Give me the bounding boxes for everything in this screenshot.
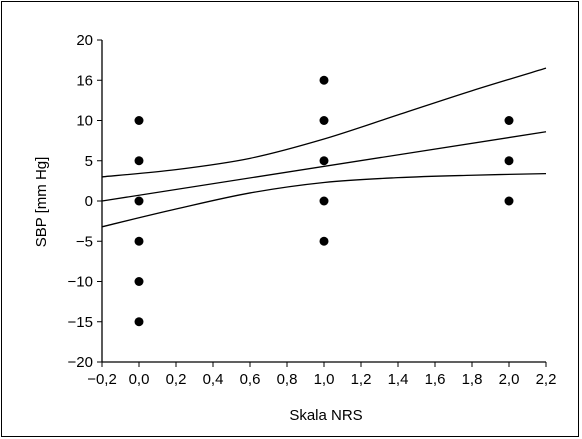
upper-ci-line bbox=[101, 67, 547, 178]
data-points bbox=[134, 75, 514, 327]
x-tick-label: 1,6 bbox=[425, 371, 446, 388]
regression-line bbox=[101, 131, 547, 202]
data-point bbox=[319, 116, 329, 125]
x-tick-label: 1,8 bbox=[462, 371, 483, 388]
y-tick-label: 20 bbox=[76, 32, 93, 49]
x-tick-label: 2,0 bbox=[499, 371, 520, 388]
y-tick-label: 10 bbox=[76, 113, 93, 130]
y-tick-label: 5 bbox=[85, 153, 93, 170]
data-point bbox=[504, 156, 514, 166]
x-tick-label: 1,2 bbox=[351, 371, 372, 388]
lower-ci-line bbox=[101, 172, 547, 228]
axes: −0,2 0,0 0,2 0,4 0,6 0,8 1,0 1,2 1,4 1,6 1,8 2,0 2,2… bbox=[68, 32, 557, 388]
y-tick-label: −5 bbox=[76, 233, 93, 250]
data-point bbox=[134, 196, 144, 206]
x-tick-label: 2,2 bbox=[536, 371, 557, 388]
data-point bbox=[319, 156, 329, 166]
x-axis-label: Skala NRS bbox=[289, 407, 362, 424]
y-tick-label: −10 bbox=[68, 274, 93, 291]
x-tick-label: 0,6 bbox=[240, 371, 261, 388]
x-tick-label: 0,8 bbox=[277, 371, 298, 388]
data-point bbox=[504, 116, 514, 125]
x-tick-label: 0,2 bbox=[166, 371, 187, 388]
data-point bbox=[319, 75, 329, 85]
data-point bbox=[134, 116, 144, 125]
data-point bbox=[134, 277, 144, 286]
x-tick-label: 1,0 bbox=[314, 371, 335, 388]
y-tick-label: 16 bbox=[76, 72, 93, 89]
x-tick-label: 0,4 bbox=[203, 371, 224, 388]
x-tick-label: 0,0 bbox=[129, 371, 150, 388]
data-point bbox=[134, 317, 144, 327]
data-point bbox=[134, 156, 144, 166]
data-point bbox=[134, 236, 144, 246]
x-tick-label: −0,2 bbox=[87, 371, 117, 388]
y-tick-label: −20 bbox=[68, 354, 93, 371]
x-tick-label: 1,4 bbox=[388, 371, 409, 388]
data-point bbox=[319, 236, 329, 246]
y-tick-label: 0 bbox=[85, 193, 93, 210]
y-tick-label: −15 bbox=[68, 314, 93, 331]
fit-lines bbox=[101, 67, 547, 228]
data-point bbox=[504, 196, 514, 206]
y-axis-label: SBP [mm Hg] bbox=[33, 157, 50, 248]
data-point bbox=[319, 196, 329, 206]
